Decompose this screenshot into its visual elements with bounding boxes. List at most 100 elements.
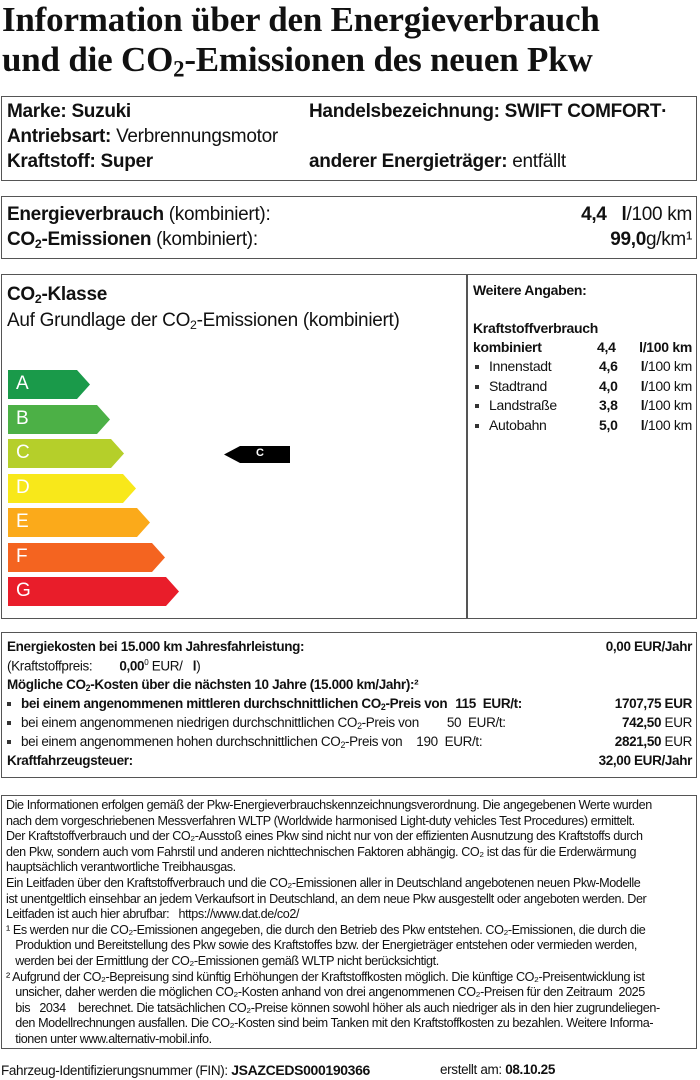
bullet-icon bbox=[475, 384, 479, 389]
co2-cost-low: bei einem angenommenen niedrigen durchsc… bbox=[7, 715, 420, 731]
text: Mögliche CO bbox=[7, 677, 86, 692]
co2-cost-high-row: bei einem angenommenen hohen durchschnit… bbox=[7, 734, 693, 750]
unit: EUR bbox=[664, 734, 693, 749]
co2-value: 99,0g/km¹ bbox=[610, 229, 692, 251]
class-letter: G bbox=[16, 580, 31, 601]
fineprint-line: ² Aufgrund der CO₂-Bepreisung sind künft… bbox=[6, 969, 645, 984]
label: Handelsbezeichnung: bbox=[309, 101, 500, 122]
fineprint-line: den Modellrechnungen ausfallen. Die CO₂-… bbox=[6, 1016, 654, 1031]
unit: l bbox=[640, 358, 645, 374]
consumption-row-unit: l/100 km bbox=[640, 397, 693, 413]
page-title-line2: und die CO2-Emissionen des neuen Pkw bbox=[2, 40, 593, 82]
unit: /100 km bbox=[626, 204, 693, 225]
fineprint-text: Die Informationen erfolgen gemäß der Pkw… bbox=[6, 798, 692, 1048]
fineprint-box: Die Informationen erfolgen gemäß der Pkw… bbox=[1, 795, 697, 1049]
value: Verbrennungsmotor bbox=[116, 126, 278, 147]
text: -Emissionen (kombiniert) bbox=[196, 310, 400, 331]
unit: EUR/t: bbox=[468, 715, 506, 730]
co2-cost-low-row: bei einem angenommenen niedrigen durchsc… bbox=[7, 715, 692, 731]
consumption-row-label: Autobahn bbox=[475, 417, 547, 433]
bullet-icon bbox=[475, 423, 479, 428]
consumption-row-unit: l/100 km bbox=[640, 358, 693, 374]
tax-value: 32,00 EUR/Jahr bbox=[598, 753, 693, 768]
co2-cost-mid: bei einem angenommenen mittleren durchsc… bbox=[7, 696, 448, 712]
fuel-consumption-heading: Kraftstoffverbrauch bbox=[473, 320, 598, 336]
unit: l bbox=[640, 377, 645, 394]
antriebsart: Antriebsart: Verbrennungsmotor bbox=[7, 126, 278, 148]
consumption-row-value: 5,0 bbox=[599, 416, 618, 433]
fineprint-line: ¹ Es werden nur die CO₂-Emissionen angeg… bbox=[6, 922, 646, 937]
class-bar-e: E bbox=[8, 508, 150, 537]
current-class-arrow: C bbox=[224, 446, 290, 468]
unit: /100 km bbox=[644, 416, 692, 433]
label: anderer Energieträger: bbox=[309, 151, 508, 172]
fineprint-line: ist unentgeltlich einsehbar an jedem Ver… bbox=[6, 891, 647, 906]
class-letter: A bbox=[16, 373, 29, 394]
value: SWIFT COMFORT· bbox=[504, 101, 668, 122]
consumption-box: Energieverbrauch (kombiniert): 4,4 l/100… bbox=[1, 196, 697, 259]
class-bar-c: C bbox=[8, 439, 124, 468]
co2-price-low: 50 EUR/t: bbox=[447, 715, 506, 730]
label: Innenstadt bbox=[489, 358, 552, 374]
consumption-row-unit: l/100 km bbox=[640, 416, 693, 433]
co2-costs-heading: Mögliche CO2-Kosten über die nächsten 10… bbox=[7, 677, 419, 694]
unit: EUR/t: bbox=[444, 734, 483, 749]
class-bar-f: F bbox=[8, 542, 165, 572]
fineprint-line: unsicher, daher werden die möglichen CO₂… bbox=[6, 985, 645, 1000]
co2-class-title: CO2-Klasse bbox=[7, 284, 107, 307]
text: -Preis von bbox=[385, 696, 448, 711]
fineprint-line: Ein Leitfaden über den Kraftstoffverbrau… bbox=[6, 875, 641, 890]
unit: l bbox=[640, 397, 645, 413]
label: Autobahn bbox=[489, 416, 547, 433]
label: -Emissionen bbox=[41, 229, 152, 250]
text: bei einem angenommenen niedrigen durchsc… bbox=[21, 715, 358, 730]
class-letter: D bbox=[16, 476, 30, 498]
fineprint-line: werden bei der Ermittlung der CO₂-Emissi… bbox=[6, 953, 439, 968]
consumption-row-label: Stadtrand bbox=[475, 378, 547, 394]
co2-price-mid: 115 EUR/t: bbox=[455, 696, 522, 711]
unit: l bbox=[192, 658, 197, 674]
consumption-row-value: 4,0 bbox=[599, 377, 618, 394]
energy-label: Energieverbrauch (kombiniert): bbox=[7, 204, 271, 226]
value: 115 bbox=[455, 696, 476, 711]
divider bbox=[466, 275, 468, 618]
class-letter: E bbox=[16, 511, 29, 532]
label: CO bbox=[7, 229, 35, 250]
unit: /100 km bbox=[644, 377, 692, 394]
class-letter: F bbox=[16, 545, 28, 567]
label: (Kraftstoffpreis: bbox=[7, 658, 93, 674]
unit: l bbox=[621, 204, 627, 225]
label: (kombiniert): bbox=[168, 204, 271, 225]
fineprint-line: Leitfaden ist auch hier abrufbar: https:… bbox=[6, 907, 300, 922]
label: Fahrzeug-Identifizierungsnummer (FIN): bbox=[1, 1063, 228, 1078]
fineprint-line: Produktion und Bereitstellung des Pkw so… bbox=[6, 938, 637, 953]
title-subscript: 2 bbox=[173, 56, 185, 82]
vehicle-info-box: Marke: Suzuki Handelsbezeichnung: SWIFT … bbox=[1, 96, 697, 181]
co2-cost-low-value: 742,50 EUR bbox=[616, 715, 692, 730]
fineprint-line: tionen unter www.alternativ-mobil.info. bbox=[6, 1031, 212, 1046]
value: 50 bbox=[446, 715, 462, 730]
value: 190 bbox=[416, 734, 438, 749]
energy-costs-label: Energiekosten bei 15.000 km Jahresfahrle… bbox=[7, 639, 305, 654]
text: -Preis von bbox=[361, 715, 420, 730]
marke: Marke: Suzuki bbox=[7, 101, 131, 123]
co2-cost-high-value: 2821,50 EUR bbox=[609, 734, 693, 749]
energy-value: 4,4 l/100 km bbox=[581, 204, 692, 226]
label: Kraftstoff: bbox=[7, 151, 96, 172]
class-letter: B bbox=[16, 407, 29, 429]
energy-costs-row: Energiekosten bei 15.000 km Jahresfahrle… bbox=[7, 639, 692, 654]
current-class-label: C bbox=[256, 447, 264, 459]
bullet-icon bbox=[475, 365, 479, 370]
class-bar-g: G bbox=[8, 577, 179, 606]
bullet-icon bbox=[7, 702, 11, 707]
consumption-row-label: Landstraße bbox=[475, 397, 557, 413]
combined-unit: l/100 km bbox=[639, 339, 692, 355]
combined-value: 4,4 bbox=[597, 339, 616, 355]
co2-price-high: 190 EUR/t: bbox=[416, 734, 482, 749]
value: 742,50 bbox=[621, 715, 662, 730]
unit: l bbox=[640, 416, 645, 433]
value: 4,4 bbox=[581, 204, 607, 225]
label: Stadtrand bbox=[489, 377, 548, 394]
co2-cost-mid-value: 1707,75 EUR bbox=[614, 696, 693, 711]
label: (kombiniert): bbox=[156, 229, 258, 250]
